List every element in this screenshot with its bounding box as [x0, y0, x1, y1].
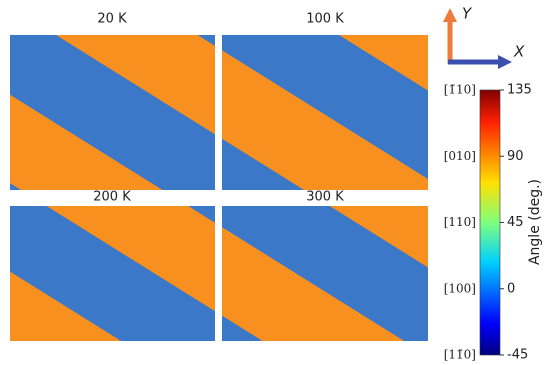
panel-100k: 100 K	[222, 12, 428, 191]
panel-title: 20 K	[97, 12, 127, 27]
direction-label: [110]	[444, 215, 476, 229]
colorbar-label: Angle (deg.)	[527, 179, 543, 265]
direction-label: [100]	[444, 281, 476, 295]
colorbar-tick-label: 135	[507, 83, 532, 98]
y-label: Y	[462, 5, 473, 23]
x-arrowhead	[498, 55, 512, 69]
axes-icon: Y X	[443, 5, 525, 70]
panel-title: 300 K	[306, 190, 344, 205]
colorbar-tick-label: 45	[507, 215, 524, 230]
direction-label: [010]	[444, 149, 476, 163]
panel-title: 100 K	[306, 12, 344, 27]
x-label: X	[513, 43, 525, 61]
panel-300k: 300 K	[222, 190, 428, 342]
domain-map	[10, 35, 215, 190]
direction-label: [11̄0]	[444, 348, 476, 362]
domain-map	[10, 206, 215, 341]
panel-20k: 20 K	[10, 12, 215, 191]
direction-label: [1̄10]	[444, 83, 476, 97]
y-arrowhead	[443, 8, 457, 22]
page: 20 K 100 K 200 K 300 K Y X Angle (deg.) …	[0, 0, 547, 365]
colorbar-tick-label: 0	[507, 281, 515, 296]
figure: 20 K 100 K 200 K 300 K Y X Angle (deg.) …	[0, 0, 547, 365]
colorbar	[480, 90, 500, 355]
panel-title: 200 K	[93, 190, 131, 205]
panel-200k: 200 K	[10, 190, 215, 342]
colorbar-tick-label: -45	[507, 348, 528, 363]
colorbar-tick-label: 90	[507, 149, 524, 164]
domain-map	[222, 206, 428, 341]
domain-map	[222, 35, 428, 190]
